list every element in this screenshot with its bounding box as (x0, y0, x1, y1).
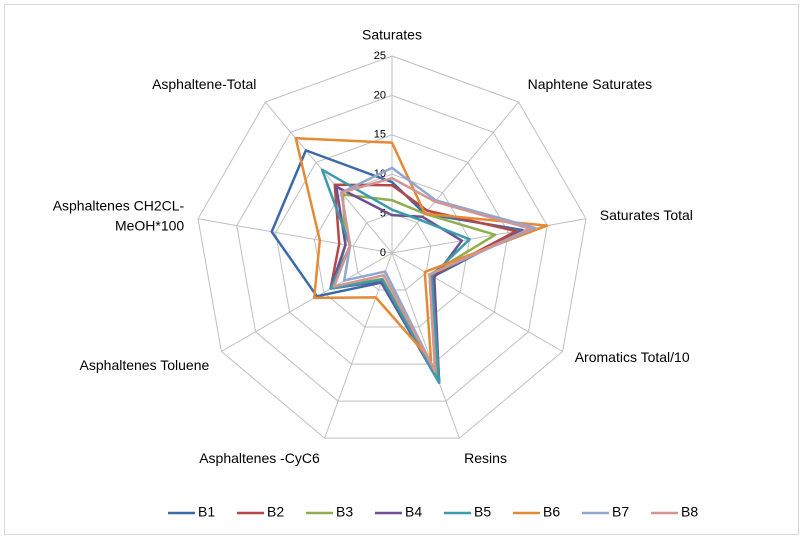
spoke (391, 101, 520, 254)
legend-label: B2 (267, 504, 284, 520)
series-line (332, 176, 532, 373)
grid-ring (197, 55, 587, 439)
spoke (221, 252, 393, 352)
legend-label: B6 (543, 504, 560, 520)
spoke (391, 252, 460, 439)
category-label: Saturates Total (600, 207, 693, 223)
category-label-line: MeOH*100 (115, 217, 184, 233)
legend-label: B1 (198, 504, 215, 520)
r-tick-label: 20 (374, 89, 386, 101)
r-tick-label: 0 (380, 247, 386, 259)
category-label: Asphaltene-Total (152, 76, 256, 92)
legend-label: B4 (405, 504, 422, 520)
category-label: Naphtene Saturates (528, 76, 653, 92)
legend-label: B7 (612, 504, 629, 520)
spoke (264, 101, 393, 254)
r-tick-label: 15 (374, 129, 386, 141)
category-label-line: Asphaltenes CH2CL- (53, 197, 185, 213)
spoke (197, 218, 393, 254)
legend-label: B8 (681, 504, 698, 520)
category-label: Asphaltenes -CyC6 (199, 450, 320, 466)
category-label: Asphaltenes CH2CL- MeOH*100 (53, 197, 185, 233)
series-line (320, 168, 471, 384)
series-line (294, 137, 549, 362)
r-tick-label: 5 (380, 208, 386, 220)
category-label: Saturates (362, 27, 422, 43)
category-label: Resins (464, 450, 507, 466)
r-tick-label: 25 (374, 50, 386, 62)
grid-ring (236, 94, 548, 402)
legend-label: B5 (474, 504, 491, 520)
chart-frame (4, 4, 799, 535)
spoke (391, 218, 587, 254)
legend-label: B3 (336, 504, 353, 520)
category-label: Asphaltenes Toluene (80, 357, 210, 373)
spoke (391, 252, 563, 352)
grid-ring (275, 134, 509, 365)
category-label: Aromatics Total/10 (575, 349, 690, 365)
